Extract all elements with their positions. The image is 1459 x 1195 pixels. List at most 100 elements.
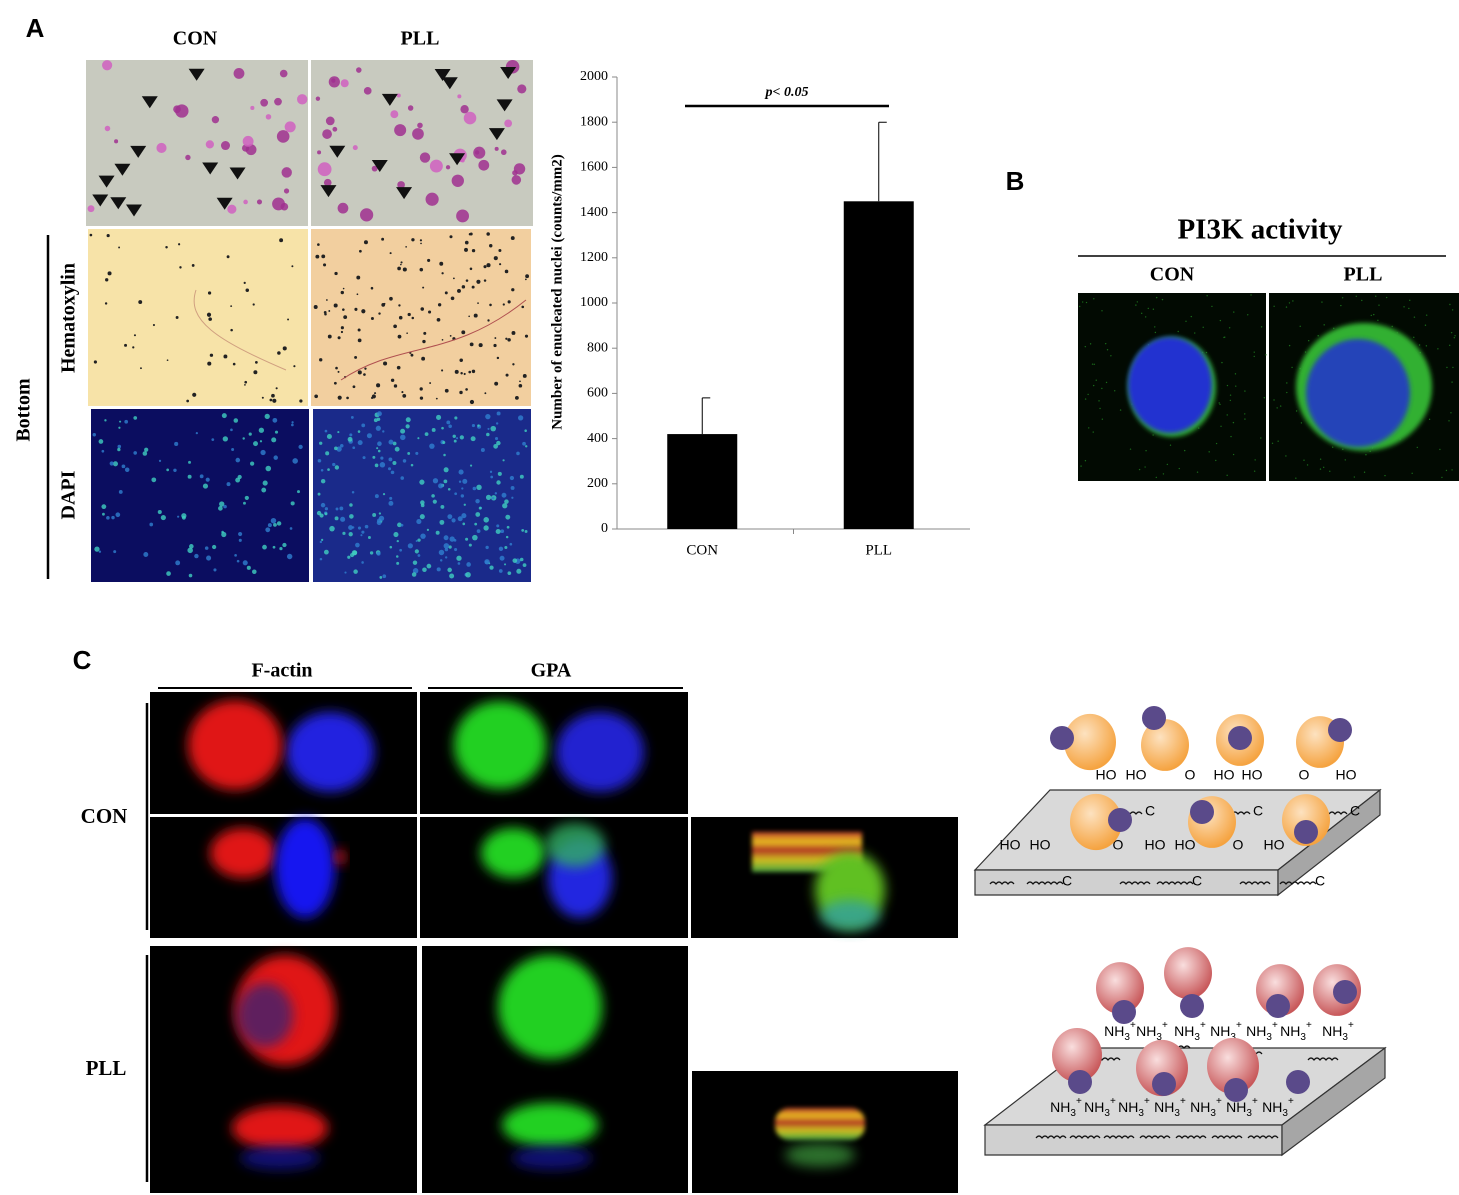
substrate-front [984,1124,1283,1156]
nucleus [357,328,361,332]
y-tick-label: 200 [587,476,608,491]
nucleus [491,496,495,500]
nucleus [1266,994,1290,1018]
nucleus [265,527,271,533]
cell [1064,713,1116,771]
column-label: PLL [1344,264,1383,286]
nucleus [487,427,490,430]
cell [102,60,113,71]
noise [1105,381,1108,384]
arrowhead [371,159,388,172]
nucleus [362,456,366,460]
cell [242,135,254,147]
nucleus [454,416,458,420]
nucleus [372,455,376,459]
nucleus [436,317,441,322]
nucleus [233,418,239,423]
nucleus [524,429,527,432]
nucleus [177,515,180,518]
nucleus [361,423,366,428]
cell [356,67,362,73]
noise [1273,305,1275,307]
cell [478,159,490,171]
nucleus [519,474,524,479]
nucleus [475,498,480,504]
y-tick-label: 600 [587,386,608,401]
bar-chart: Number of enucleated nuclei (counts/mm2)… [549,69,970,558]
nucleus [242,437,245,440]
nucleus [497,471,502,476]
noise [1416,446,1418,449]
nucleus [133,416,138,420]
chem-label: NH3+ [1190,1096,1222,1119]
nucleus [443,453,446,457]
noise [1250,294,1252,296]
nucleus [420,503,425,508]
noise [1092,431,1094,433]
noise [1220,425,1222,427]
nucleus [450,296,455,301]
nucleus [516,451,520,456]
nucleus [472,534,478,541]
nucleus [436,567,441,572]
nucleus [392,460,397,465]
noise [1088,427,1090,429]
nucleus [377,449,381,453]
noise [1169,444,1172,446]
nucleus [449,235,453,239]
noise [1101,418,1104,420]
noise [1178,467,1180,470]
nucleus [151,477,157,483]
noise [1273,399,1275,401]
nucleus [387,467,392,471]
nucleus [272,545,276,549]
nucleus [441,426,444,430]
noise [1081,301,1084,303]
nucleus [243,281,246,284]
nucleus [325,451,330,456]
nucleus [337,336,341,340]
chem-sup: + [1252,1096,1258,1107]
arrowhead [126,204,143,217]
nucleus [406,332,408,334]
nucleus [417,437,420,440]
nucleus [113,550,117,554]
nucleus [420,500,425,505]
chem-label: HO [1175,837,1196,853]
nucleus [383,302,386,305]
nucleus [350,415,354,419]
signal [502,1103,598,1147]
signal [275,818,335,918]
chem-text: NH [1136,1023,1156,1039]
y-tick-label: 1200 [580,250,608,265]
nucleus [469,267,473,271]
nucleus [517,415,524,421]
nucleus [92,433,96,437]
nucleus [253,441,258,447]
nucleus [219,501,225,507]
nucleus [439,559,443,562]
noise [1202,326,1204,328]
nucleus [335,507,339,511]
chem-sup: + [1216,1096,1222,1107]
nucleus [292,458,298,464]
nucleus [447,514,453,520]
y-tick-label: 1400 [580,205,608,220]
nucleus [485,545,489,550]
nucleus [286,553,293,560]
chem-label: C [1350,803,1360,819]
nucleus [469,342,474,347]
chem-sup: + [1110,1096,1116,1107]
nucleus [351,550,358,556]
nucleus [468,315,470,318]
nucleus [291,423,294,427]
nucleus [380,456,384,460]
nucleus [319,513,324,518]
chem-label: HO [1242,767,1263,783]
nucleus [457,516,463,522]
cell [220,141,231,151]
polymer-chain [989,881,1015,885]
nucleus [323,310,327,314]
chem-text: NH [1262,1099,1282,1115]
substrate-side [1281,1046,1386,1157]
